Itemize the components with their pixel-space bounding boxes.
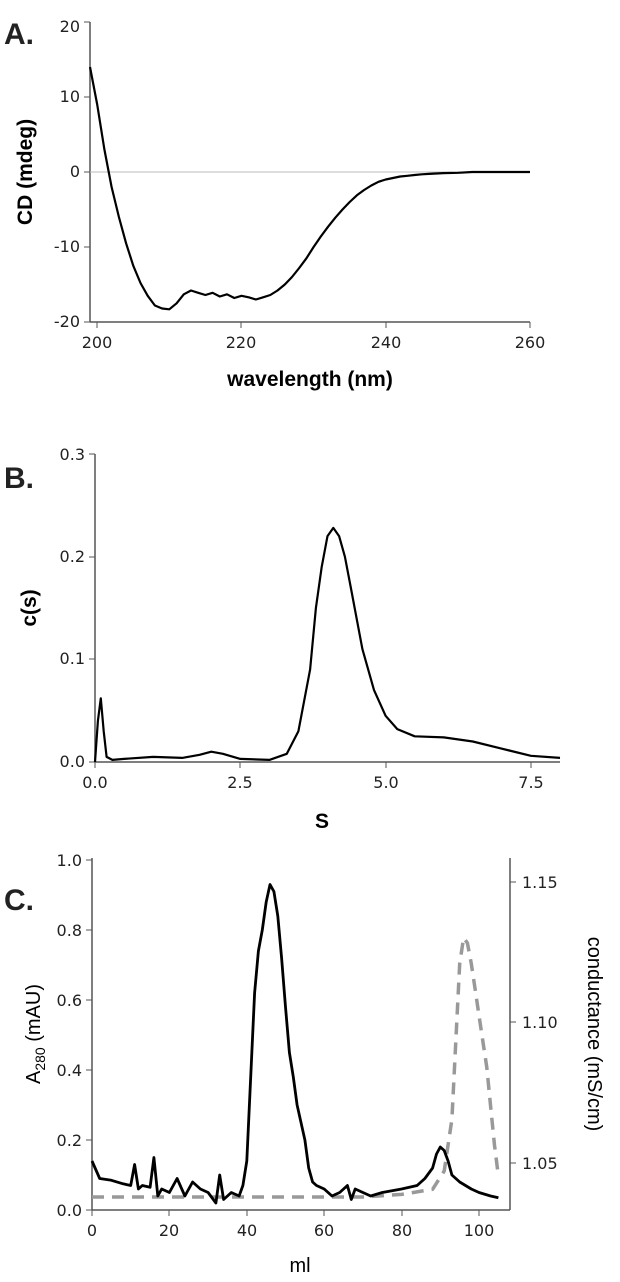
panel-b-series-line [93, 526, 561, 763]
panel-b-xtick-label: 7.5 [518, 773, 543, 792]
panel-a-xtick-label: 240 [371, 333, 402, 352]
panel-b: B. 0.3 0.2 0.1 0.0 0.0 2.5 5.0 7.5 S c(s… [4, 445, 561, 833]
panel-c-xtick-label: 60 [314, 1221, 334, 1240]
panel-b-ytick-label: 0.2 [60, 547, 85, 566]
panel-b-x-axis-title: S [315, 810, 329, 833]
panel-b-xtick-label: 0.0 [82, 773, 107, 792]
panel-c-xtick-label: 0 [87, 1221, 97, 1240]
panel-b-ytick-label: 0.0 [60, 752, 85, 771]
panel-a-ytick-label: 0 [70, 162, 80, 181]
panel-a: A. 20 10 0 -10 -20 200 220 240 260 wavel… [4, 17, 545, 391]
panel-c-label: C. [4, 884, 34, 917]
panel-c-ytick-label: 0.8 [57, 921, 82, 940]
panel-c-xtick-label: 100 [464, 1221, 495, 1240]
panel-a-y-axis-title: CD (mdeg) [14, 119, 37, 225]
panel-c-y-axis-title-sub: 280 [32, 1047, 48, 1071]
panel-c-xtick-label: 40 [237, 1221, 257, 1240]
panel-c-y-axis-title-main: A [23, 1070, 45, 1084]
panel-c-y-axis-title: A280 (mAU) [23, 984, 48, 1084]
panel-b-xtick-label: 2.5 [227, 773, 252, 792]
panel-c-y2tick-label: 1.15 [522, 873, 558, 892]
panel-c-y-axis-title-rest: (mAU) [23, 984, 45, 1047]
panel-a-ytick-label: 10 [60, 87, 80, 106]
panel-c-ytick-label: 0.0 [57, 1201, 82, 1220]
panel-b-xtick-label: 5.0 [373, 773, 398, 792]
panel-c-xtick-label: 20 [159, 1221, 179, 1240]
panel-c-y2tick-label: 1.10 [522, 1013, 558, 1032]
panel-b-y-axis-title: c(s) [18, 589, 41, 626]
panel-c-ytick-label: 0.6 [57, 991, 82, 1010]
panel-c-y2tick-label: 1.05 [522, 1154, 558, 1173]
panel-c-conductance-line [92, 936, 501, 1199]
panel-c-xtick-label: 80 [392, 1221, 412, 1240]
panel-c-ytick-label: 0.2 [57, 1131, 82, 1150]
panel-a-xtick-label: 220 [226, 333, 257, 352]
panel-b-ytick-label: 0.3 [60, 445, 85, 464]
panel-a-x-axis-title: wavelength (nm) [226, 368, 393, 391]
panel-a-ytick-label: 20 [60, 17, 80, 36]
panel-c-ytick-label: 0.4 [57, 1061, 82, 1080]
panel-c-absorbance-line [90, 883, 499, 1205]
panel-c-y2-axis-title: conductance (mS/cm) [583, 937, 605, 1132]
panel-a-label: A. [4, 18, 34, 51]
panel-c: C. 1.0 0.8 0.6 0.4 0.2 0.0 1.15 1.10 1.0… [4, 851, 605, 1277]
panel-a-xtick-label: 200 [82, 333, 113, 352]
panel-a-series-line [88, 66, 530, 311]
panel-a-ytick-label: -10 [54, 237, 80, 256]
panel-b-ytick-label: 0.1 [60, 649, 85, 668]
panel-c-ytick-label: 1.0 [57, 851, 82, 870]
panel-c-x-axis-title: ml [289, 1255, 310, 1277]
panel-a-xtick-label: 260 [515, 333, 546, 352]
panel-a-ytick-label: -20 [54, 312, 80, 331]
panel-b-label: B. [4, 462, 34, 495]
